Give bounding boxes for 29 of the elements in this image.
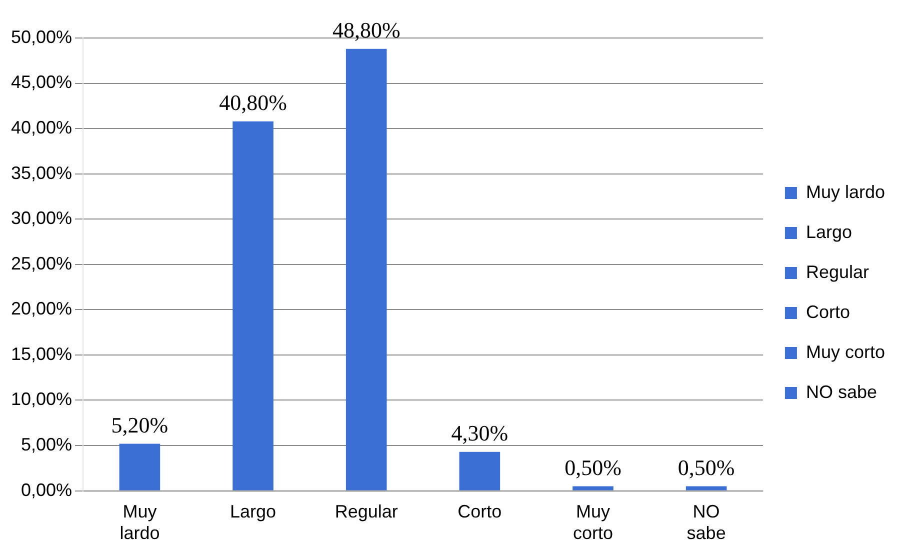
- y-tick-label: 30,00%: [10, 208, 72, 228]
- y-tick-label: 40,00%: [10, 118, 72, 138]
- y-tick-label: 0,00%: [21, 480, 72, 500]
- data-label: 0,50%: [678, 455, 735, 480]
- data-label: 4,30%: [451, 420, 508, 446]
- legend-label: NO sabe: [806, 382, 878, 402]
- y-tick-label: 15,00%: [10, 344, 72, 364]
- legend-label: Muy lardo: [806, 182, 885, 202]
- x-tick-label: Regular: [334, 502, 398, 522]
- y-tick-label: 45,00%: [10, 72, 72, 92]
- x-tick-label: Muy lardo: [120, 502, 160, 544]
- y-tick-label: 10,00%: [10, 389, 72, 410]
- x-tick-label: Muy corto: [572, 502, 614, 544]
- legend-label: Regular: [806, 262, 870, 282]
- x-tick-label: Corto: [458, 502, 502, 522]
- legend-label: Corto: [806, 302, 850, 322]
- y-tick-label: 35,00%: [10, 162, 72, 183]
- legend-label: Largo: [806, 222, 852, 242]
- x-tick-label: Largo: [230, 502, 276, 522]
- data-label: 5,20%: [111, 412, 168, 438]
- y-tick-label: 20,00%: [10, 298, 72, 319]
- y-tick-label: 25,00%: [10, 253, 72, 274]
- x-tick-label: NO sabe: [686, 502, 726, 544]
- y-tick-label: 5,00%: [21, 434, 72, 454]
- y-tick-label: 50,00%: [10, 26, 72, 47]
- data-label: 40,80%: [219, 90, 287, 116]
- data-label: 48,80%: [332, 18, 400, 43]
- data-label: 0,50%: [564, 455, 622, 480]
- legend-label: Muy corto: [806, 342, 885, 362]
